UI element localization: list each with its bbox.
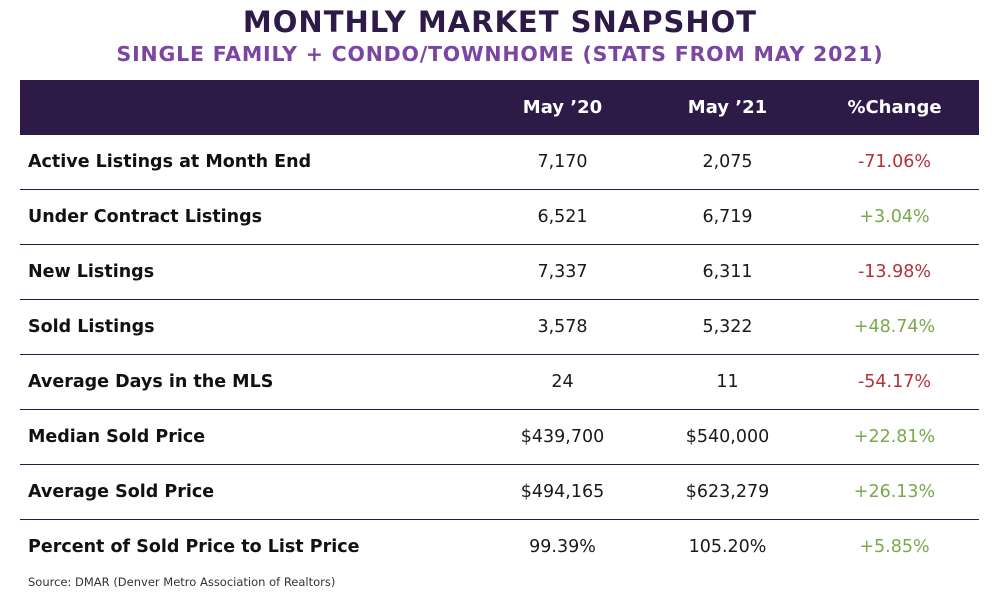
row-value-may-2020: 6,521	[537, 207, 588, 227]
page-subtitle: SINGLE FAMILY + CONDO/TOWNHOME (STATS FR…	[116, 42, 884, 66]
row-value-may-2020: 99.39%	[529, 537, 596, 557]
page-title: MONTHLY MARKET SNAPSHOT	[242, 5, 758, 39]
row-value-may-2021: 11	[716, 372, 739, 392]
row-value-may-2020: 3,578	[537, 317, 588, 337]
row-label: Sold Listings	[28, 317, 155, 337]
header-percent-change: %Change	[847, 97, 942, 118]
row-percent-change: -13.98%	[857, 262, 932, 282]
table-row: Average Sold Price $494,165 $623,279 +26…	[20, 465, 979, 520]
row-percent-change: +48.74%	[853, 317, 936, 337]
row-label: Median Sold Price	[28, 427, 206, 447]
table-row: Median Sold Price $439,700 $540,000 +22.…	[20, 410, 979, 465]
source-note: Source: DMAR (Denver Metro Association o…	[28, 575, 336, 589]
row-value-may-2020: 24	[551, 372, 574, 392]
table-row: Percent of Sold Price to List Price 99.3…	[20, 520, 979, 574]
row-label: Average Days in the MLS	[28, 372, 274, 392]
row-label: Under Contract Listings	[28, 207, 263, 227]
row-percent-change: +26.13%	[853, 482, 936, 502]
row-value-may-2021: 5,322	[702, 317, 753, 337]
row-value-may-2020: 7,170	[537, 152, 588, 172]
table-row: Active Listings at Month End 7,170 2,075…	[20, 135, 979, 190]
table-header-row: May ’20 May ’21 %Change	[20, 80, 979, 135]
row-label: Average Sold Price	[28, 482, 215, 502]
row-percent-change: +3.04%	[859, 207, 930, 227]
table-row: Under Contract Listings 6,521 6,719 +3.0…	[20, 190, 979, 245]
table-row: New Listings 7,337 6,311 -13.98%	[20, 245, 979, 300]
table-row: Average Days in the MLS 24 11 -54.17%	[20, 355, 979, 410]
row-percent-change: +5.85%	[859, 537, 930, 557]
row-value-may-2021: 105.20%	[688, 537, 767, 557]
row-value-may-2021: 6,311	[702, 262, 753, 282]
table-row: Sold Listings 3,578 5,322 +48.74%	[20, 300, 979, 355]
row-percent-change: +22.81%	[853, 427, 936, 447]
row-value-may-2020: $439,700	[520, 427, 605, 447]
row-value-may-2021: $623,279	[685, 482, 770, 502]
row-value-may-2021: $540,000	[685, 427, 770, 447]
market-stats-table: May ’20 May ’21 %Change Active Listings …	[20, 80, 979, 574]
row-label: Percent of Sold Price to List Price	[28, 537, 360, 557]
row-label: New Listings	[28, 262, 155, 282]
row-percent-change: -71.06%	[857, 152, 932, 172]
row-value-may-2021: 2,075	[702, 152, 753, 172]
header-may-2021: May ’21	[687, 97, 768, 118]
row-percent-change: -54.17%	[857, 372, 932, 392]
row-value-may-2020: $494,165	[520, 482, 605, 502]
row-value-may-2020: 7,337	[537, 262, 588, 282]
row-label: Active Listings at Month End	[28, 152, 312, 172]
header-may-2020: May ’20	[522, 97, 603, 118]
row-value-may-2021: 6,719	[702, 207, 753, 227]
